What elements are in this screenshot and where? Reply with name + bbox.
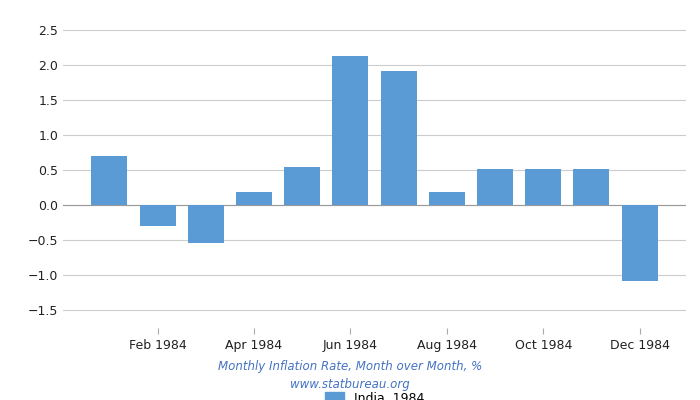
Bar bbox=[525, 169, 561, 205]
Bar bbox=[622, 205, 658, 281]
Text: www.statbureau.org: www.statbureau.org bbox=[290, 378, 410, 391]
Bar bbox=[381, 71, 416, 205]
Bar bbox=[139, 205, 176, 226]
Bar bbox=[188, 205, 224, 243]
Legend: India, 1984: India, 1984 bbox=[320, 387, 429, 400]
Bar bbox=[428, 192, 465, 205]
Text: Monthly Inflation Rate, Month over Month, %: Monthly Inflation Rate, Month over Month… bbox=[218, 360, 482, 373]
Bar bbox=[573, 169, 610, 205]
Bar bbox=[477, 169, 513, 205]
Bar bbox=[236, 192, 272, 205]
Bar bbox=[284, 167, 321, 205]
Bar bbox=[91, 156, 127, 205]
Bar bbox=[332, 56, 368, 205]
